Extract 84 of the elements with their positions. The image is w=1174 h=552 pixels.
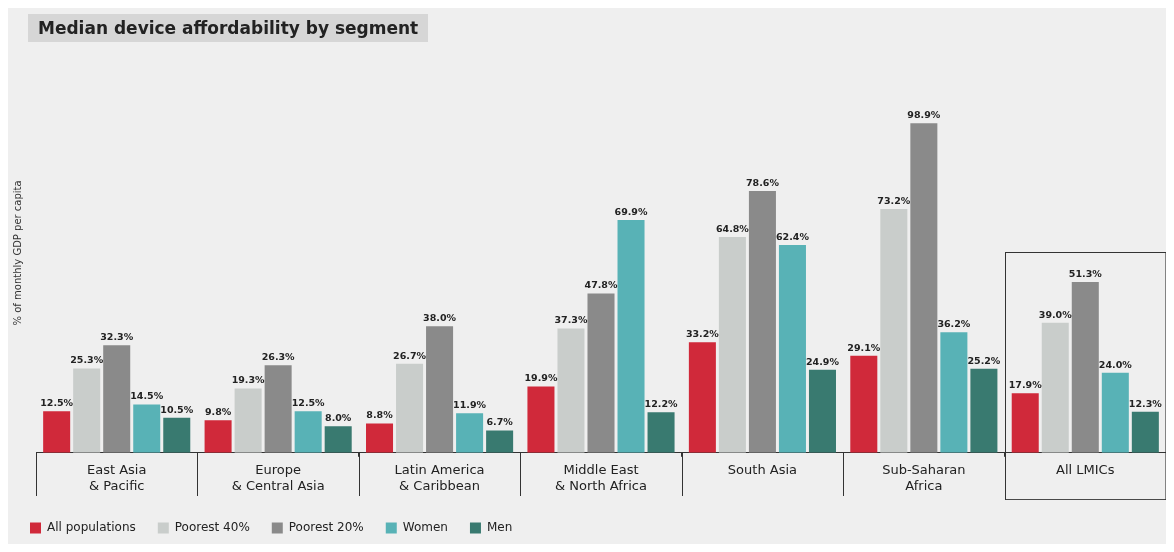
data-label: 12.5% (291, 396, 326, 408)
data-label: 10.5% (160, 403, 194, 415)
x-tick-label: Sub-Saharan Africa (882, 461, 966, 493)
x-tick-label: Latin America & Caribbean (394, 461, 485, 493)
bar (587, 293, 615, 453)
bar (204, 420, 232, 453)
data-label: 24.0% (1098, 358, 1133, 370)
legend-label: Poorest 20% (288, 520, 364, 535)
data-label: 39.0% (1038, 308, 1073, 320)
bar (718, 236, 746, 453)
data-label: 64.8% (715, 222, 750, 234)
bar (366, 423, 394, 453)
bar (234, 388, 262, 453)
bar (1131, 411, 1159, 453)
data-label: 69.9% (614, 205, 648, 217)
data-label: 51.3% (1068, 267, 1103, 279)
x-tick-label: East Asia & Pacific (87, 461, 147, 493)
bar (456, 413, 484, 453)
bar (163, 417, 191, 453)
bar (486, 430, 514, 453)
bar (527, 386, 555, 453)
bar (426, 326, 454, 453)
bar (1041, 322, 1069, 453)
data-label: 12.3% (1128, 397, 1163, 409)
data-label: 25.2% (967, 354, 1001, 366)
data-label: 8.0% (325, 411, 352, 423)
bar (103, 345, 131, 453)
data-label: 47.8% (584, 279, 618, 291)
x-tick-label: All LMICs (1056, 461, 1115, 477)
x-tick-label: South Asia (727, 461, 798, 477)
bar (73, 368, 101, 453)
bar (1101, 372, 1129, 453)
data-label: 25.3% (70, 354, 104, 366)
legend-label: Men (486, 520, 513, 535)
data-label: 26.7% (393, 349, 427, 361)
legend-label: Women (402, 520, 448, 535)
data-label: 24.9% (806, 355, 840, 367)
data-label: 26.3% (261, 350, 296, 362)
data-label: 73.2% (877, 194, 911, 206)
bar (880, 208, 908, 453)
bar (43, 411, 71, 453)
data-label: 36.2% (937, 317, 971, 329)
bar (324, 426, 352, 453)
x-tick-label: Middle East & North Africa (555, 461, 647, 493)
data-label: 33.2% (685, 327, 720, 339)
data-label: 12.5% (40, 396, 74, 408)
bar (1011, 393, 1039, 453)
legend-label: All populations (47, 520, 136, 535)
bar (910, 123, 938, 453)
data-label: 38.0% (423, 311, 457, 323)
bar (748, 190, 776, 453)
bar (557, 328, 585, 453)
bar (294, 411, 322, 453)
data-label: 78.6% (745, 176, 780, 188)
bar (850, 355, 878, 453)
data-label: 32.3% (100, 330, 134, 342)
data-label: 19.3% (231, 374, 266, 386)
data-label: 98.9% (907, 109, 941, 121)
bar (970, 368, 998, 453)
bar (264, 365, 292, 453)
bar (1071, 281, 1099, 453)
data-label: 29.1% (847, 341, 881, 353)
data-label: 6.7% (486, 416, 514, 428)
bar (617, 219, 645, 453)
data-label: 37.3% (554, 314, 588, 326)
x-tick-label: Europe & Central Asia (231, 461, 325, 493)
data-label: 17.9% (1008, 378, 1043, 390)
bar (778, 244, 806, 453)
bar (396, 363, 424, 453)
chart-title: Median device affordability by segment (28, 14, 429, 42)
data-label: 19.9% (524, 372, 558, 384)
bar (940, 332, 968, 453)
data-label: 14.5% (130, 390, 164, 402)
data-label: 11.9% (453, 398, 487, 410)
data-label: 62.4% (775, 230, 810, 242)
bar (647, 412, 675, 453)
legend-label: Poorest 40% (174, 520, 250, 535)
bar (688, 342, 716, 453)
bar (133, 404, 161, 453)
bar (808, 369, 836, 453)
data-label: 12.2% (644, 397, 679, 409)
y-axis-title: % of monthly GDP per capita (11, 180, 23, 326)
data-label: 8.8% (366, 409, 394, 421)
data-label: 9.8% (204, 405, 232, 417)
